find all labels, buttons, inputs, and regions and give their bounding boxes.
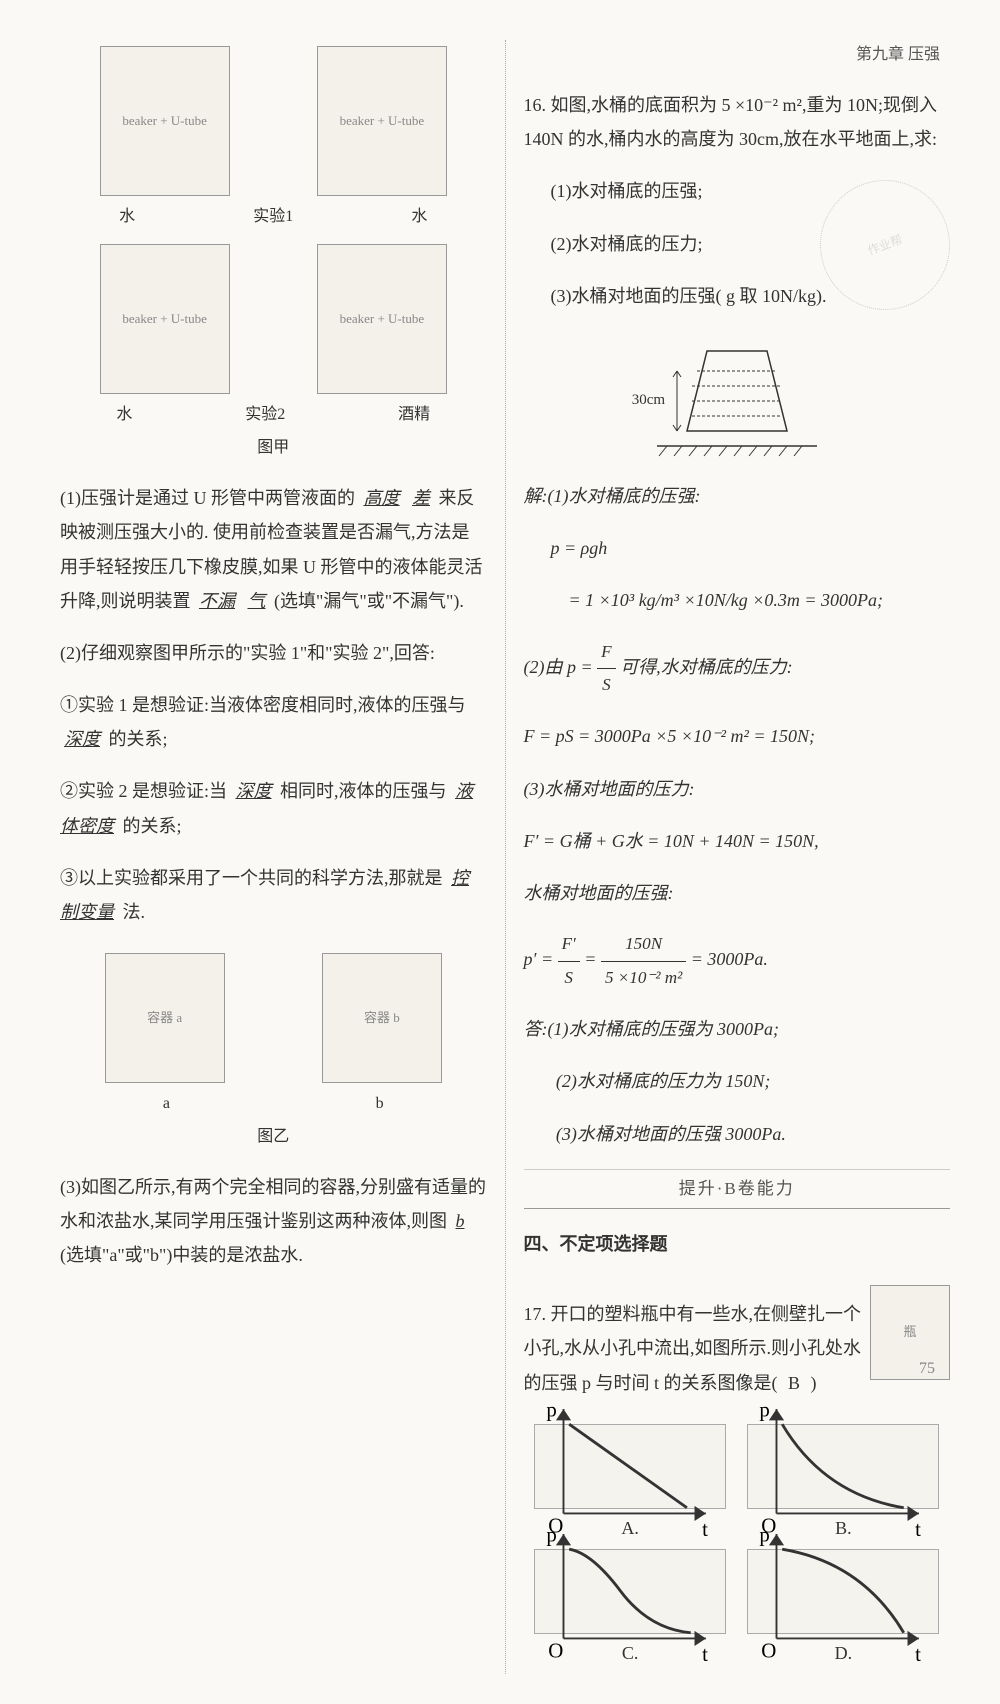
chapter-text: 第九章 压强: [856, 46, 940, 63]
svg-text:t: t: [702, 1643, 708, 1667]
graph-A: pOt: [534, 1424, 726, 1509]
right-column: 16. 如图,水桶的底面积为 5 ×10⁻² m²,重为 10N;现倒入 140…: [524, 40, 951, 1674]
graph-B: pOt: [747, 1424, 939, 1509]
q1-blank3: 不漏: [195, 591, 239, 611]
fig-exp2-right: beaker + U-tube: [317, 244, 447, 394]
choice-C: pOt C.: [534, 1549, 726, 1670]
page-number: 75: [919, 1354, 935, 1384]
q16-sub2: (2)水对桶底的压力;: [524, 227, 951, 261]
chapter-header: 第九章 压强: [856, 40, 940, 70]
svg-text:O: O: [762, 1639, 777, 1663]
q17-stem: 17. 开口的塑料瓶中有一些水,在侧壁扎一个小孔,水从小孔中流出,如图所示.则小…: [524, 1297, 865, 1400]
q1-blank4: 气: [244, 591, 270, 611]
solution-16: 解:(1)水对桶底的压强: p = ρgh = 1 ×10³ kg/m³ ×10…: [524, 479, 951, 1151]
left-column: beaker + U-tube beaker + U-tube 水 实验1 水 …: [60, 40, 487, 1674]
fig-exp1-left: beaker + U-tube: [100, 46, 230, 196]
fig1-caption: 图甲: [60, 433, 487, 463]
q1-blank2: 差: [408, 488, 434, 508]
q2-blank-depth2: 深度: [232, 781, 276, 801]
svg-text:p: p: [547, 1523, 557, 1547]
q16-sub1: (1)水对桶底的压强;: [524, 174, 951, 208]
svg-text:p: p: [760, 1398, 770, 1422]
q17-choices: pOt A. pOt B. pOt C. pOt D.: [524, 1424, 951, 1674]
svg-text:t: t: [916, 1643, 922, 1667]
q1-para: (1)压强计是通过 U 形管中两管液面的 高度 差 来反映被测压强大小的. 使用…: [60, 481, 487, 618]
svg-text:p: p: [547, 1398, 557, 1422]
fig1-row1-labels: 水 实验1 水: [60, 202, 487, 232]
q2-intro: (2)仔细观察图甲所示的"实验 1"和"实验 2",回答:: [60, 636, 487, 670]
q16-sub3: (3)水桶对地面的压强( g 取 10N/kg).: [524, 279, 951, 313]
q3-para: (3)如图乙所示,有两个完全相同的容器,分别盛有适量的水和浓盐水,某同学用压强计…: [60, 1170, 487, 1273]
q17-bottle-fig: 瓶: [870, 1285, 950, 1380]
svg-text:O: O: [548, 1639, 563, 1663]
bucket-height-label: 30cm: [632, 386, 665, 415]
part4-heading: 四、不定项选择题: [524, 1227, 951, 1261]
q3-blank: b: [452, 1211, 469, 1231]
q2-sub1: ①实验 1 是想验证:当液体密度相同时,液体的压强与 深度 的关系;: [60, 688, 487, 756]
fig2-caption: 图乙: [60, 1122, 487, 1152]
q16-stem: 16. 如图,水桶的底面积为 5 ×10⁻² m²,重为 10N;现倒入 140…: [524, 88, 951, 156]
graph-D: pOt: [747, 1549, 939, 1634]
svg-text:p: p: [760, 1523, 770, 1547]
fig-yi-a: 容器 a: [105, 953, 225, 1083]
bucket-svg: [637, 331, 837, 461]
fig1-row2-labels: 水 实验2 酒精: [60, 400, 487, 430]
fig-yi-b: 容器 b: [322, 953, 442, 1083]
fig2-labels: a b: [60, 1089, 487, 1119]
column-divider: [505, 40, 506, 1674]
graph-C: pOt: [534, 1549, 726, 1634]
q2-blank-depth1: 深度: [60, 729, 104, 749]
q1-blank1: 高度: [360, 488, 404, 508]
fig-exp1-right: beaker + U-tube: [317, 46, 447, 196]
section-b-title: 提升·B卷能力: [524, 1169, 951, 1209]
q2-sub3: ③以上实验都采用了一个共同的科学方法,那就是 控制变量 法.: [60, 861, 487, 929]
choice-D: pOt D.: [747, 1549, 939, 1670]
fig-exp2-left: beaker + U-tube: [100, 244, 230, 394]
q2-sub2: ②实验 2 是想验证:当 深度 相同时,液体的压强与 液体密度 的关系;: [60, 774, 487, 842]
bucket-figure: 30cm: [637, 331, 837, 461]
